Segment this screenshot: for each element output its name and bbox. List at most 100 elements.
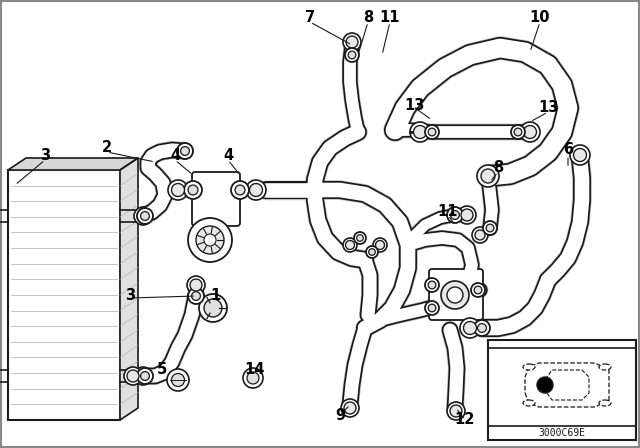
Circle shape [141, 371, 149, 380]
Circle shape [458, 206, 476, 224]
Ellipse shape [599, 364, 611, 370]
Circle shape [425, 125, 439, 139]
Text: 6: 6 [563, 142, 573, 158]
Text: 4: 4 [170, 147, 180, 163]
Circle shape [345, 48, 359, 62]
Text: 1: 1 [210, 288, 220, 302]
Text: 11: 11 [380, 10, 400, 26]
Text: 13: 13 [538, 99, 558, 115]
Text: 5: 5 [157, 362, 167, 378]
Ellipse shape [599, 400, 611, 406]
Circle shape [124, 367, 142, 385]
Text: 8: 8 [363, 10, 373, 26]
Circle shape [134, 367, 152, 385]
Circle shape [250, 184, 262, 197]
Circle shape [187, 276, 205, 294]
Circle shape [471, 283, 485, 297]
Circle shape [511, 125, 525, 139]
FancyBboxPatch shape [192, 172, 240, 226]
Circle shape [373, 238, 387, 252]
Circle shape [137, 370, 149, 382]
Circle shape [246, 180, 266, 200]
Circle shape [343, 33, 361, 51]
Text: 14: 14 [245, 362, 265, 378]
Circle shape [477, 165, 499, 187]
Circle shape [190, 279, 202, 291]
Circle shape [231, 181, 249, 199]
Circle shape [346, 241, 355, 250]
Text: 8: 8 [493, 160, 503, 176]
Circle shape [188, 288, 204, 304]
Circle shape [354, 232, 366, 244]
Circle shape [441, 281, 469, 309]
Text: 12: 12 [455, 413, 475, 427]
Circle shape [486, 224, 494, 232]
Circle shape [343, 238, 357, 252]
Circle shape [413, 125, 426, 138]
Ellipse shape [523, 400, 535, 406]
Circle shape [463, 322, 477, 335]
Circle shape [168, 180, 188, 200]
Circle shape [356, 235, 364, 241]
Circle shape [472, 227, 488, 243]
Circle shape [204, 299, 222, 317]
Circle shape [188, 218, 232, 262]
Circle shape [451, 211, 460, 220]
Circle shape [428, 128, 436, 136]
Circle shape [376, 241, 385, 250]
Circle shape [447, 287, 463, 303]
Circle shape [177, 143, 193, 159]
Circle shape [447, 207, 463, 223]
Circle shape [483, 221, 497, 235]
FancyBboxPatch shape [429, 269, 483, 320]
Text: 2: 2 [102, 141, 112, 155]
Circle shape [167, 369, 189, 391]
Text: 9: 9 [335, 408, 345, 422]
Circle shape [127, 370, 139, 382]
Circle shape [537, 377, 553, 393]
Circle shape [199, 294, 227, 322]
Circle shape [235, 185, 245, 195]
Text: 10: 10 [530, 10, 550, 26]
Text: 4: 4 [223, 147, 233, 163]
Polygon shape [120, 158, 138, 420]
Circle shape [474, 286, 482, 294]
Circle shape [520, 122, 540, 142]
Circle shape [184, 181, 202, 199]
Circle shape [450, 405, 462, 417]
Circle shape [428, 304, 436, 312]
Circle shape [247, 372, 259, 384]
Text: 3: 3 [40, 147, 50, 163]
Polygon shape [8, 158, 138, 170]
Circle shape [134, 207, 152, 225]
Circle shape [524, 125, 536, 138]
Circle shape [137, 368, 153, 384]
Text: 13: 13 [405, 98, 425, 112]
Circle shape [460, 318, 480, 338]
Circle shape [196, 226, 224, 254]
Circle shape [425, 301, 439, 315]
Text: 11: 11 [438, 204, 458, 220]
Circle shape [474, 320, 490, 336]
Circle shape [180, 146, 189, 155]
Circle shape [172, 374, 184, 387]
Circle shape [428, 281, 436, 289]
Circle shape [410, 122, 430, 142]
Circle shape [573, 148, 586, 161]
Circle shape [137, 210, 149, 222]
Circle shape [137, 208, 153, 224]
Text: 7: 7 [305, 10, 315, 26]
Circle shape [188, 185, 198, 195]
Circle shape [348, 51, 356, 59]
Circle shape [514, 128, 522, 136]
Circle shape [344, 402, 356, 414]
Circle shape [481, 169, 495, 183]
Circle shape [191, 292, 200, 301]
Circle shape [477, 323, 486, 332]
Bar [488, 340, 636, 440]
Ellipse shape [523, 364, 535, 370]
Circle shape [346, 36, 358, 48]
Text: 3: 3 [125, 288, 135, 302]
Circle shape [204, 234, 216, 246]
Circle shape [447, 402, 465, 420]
